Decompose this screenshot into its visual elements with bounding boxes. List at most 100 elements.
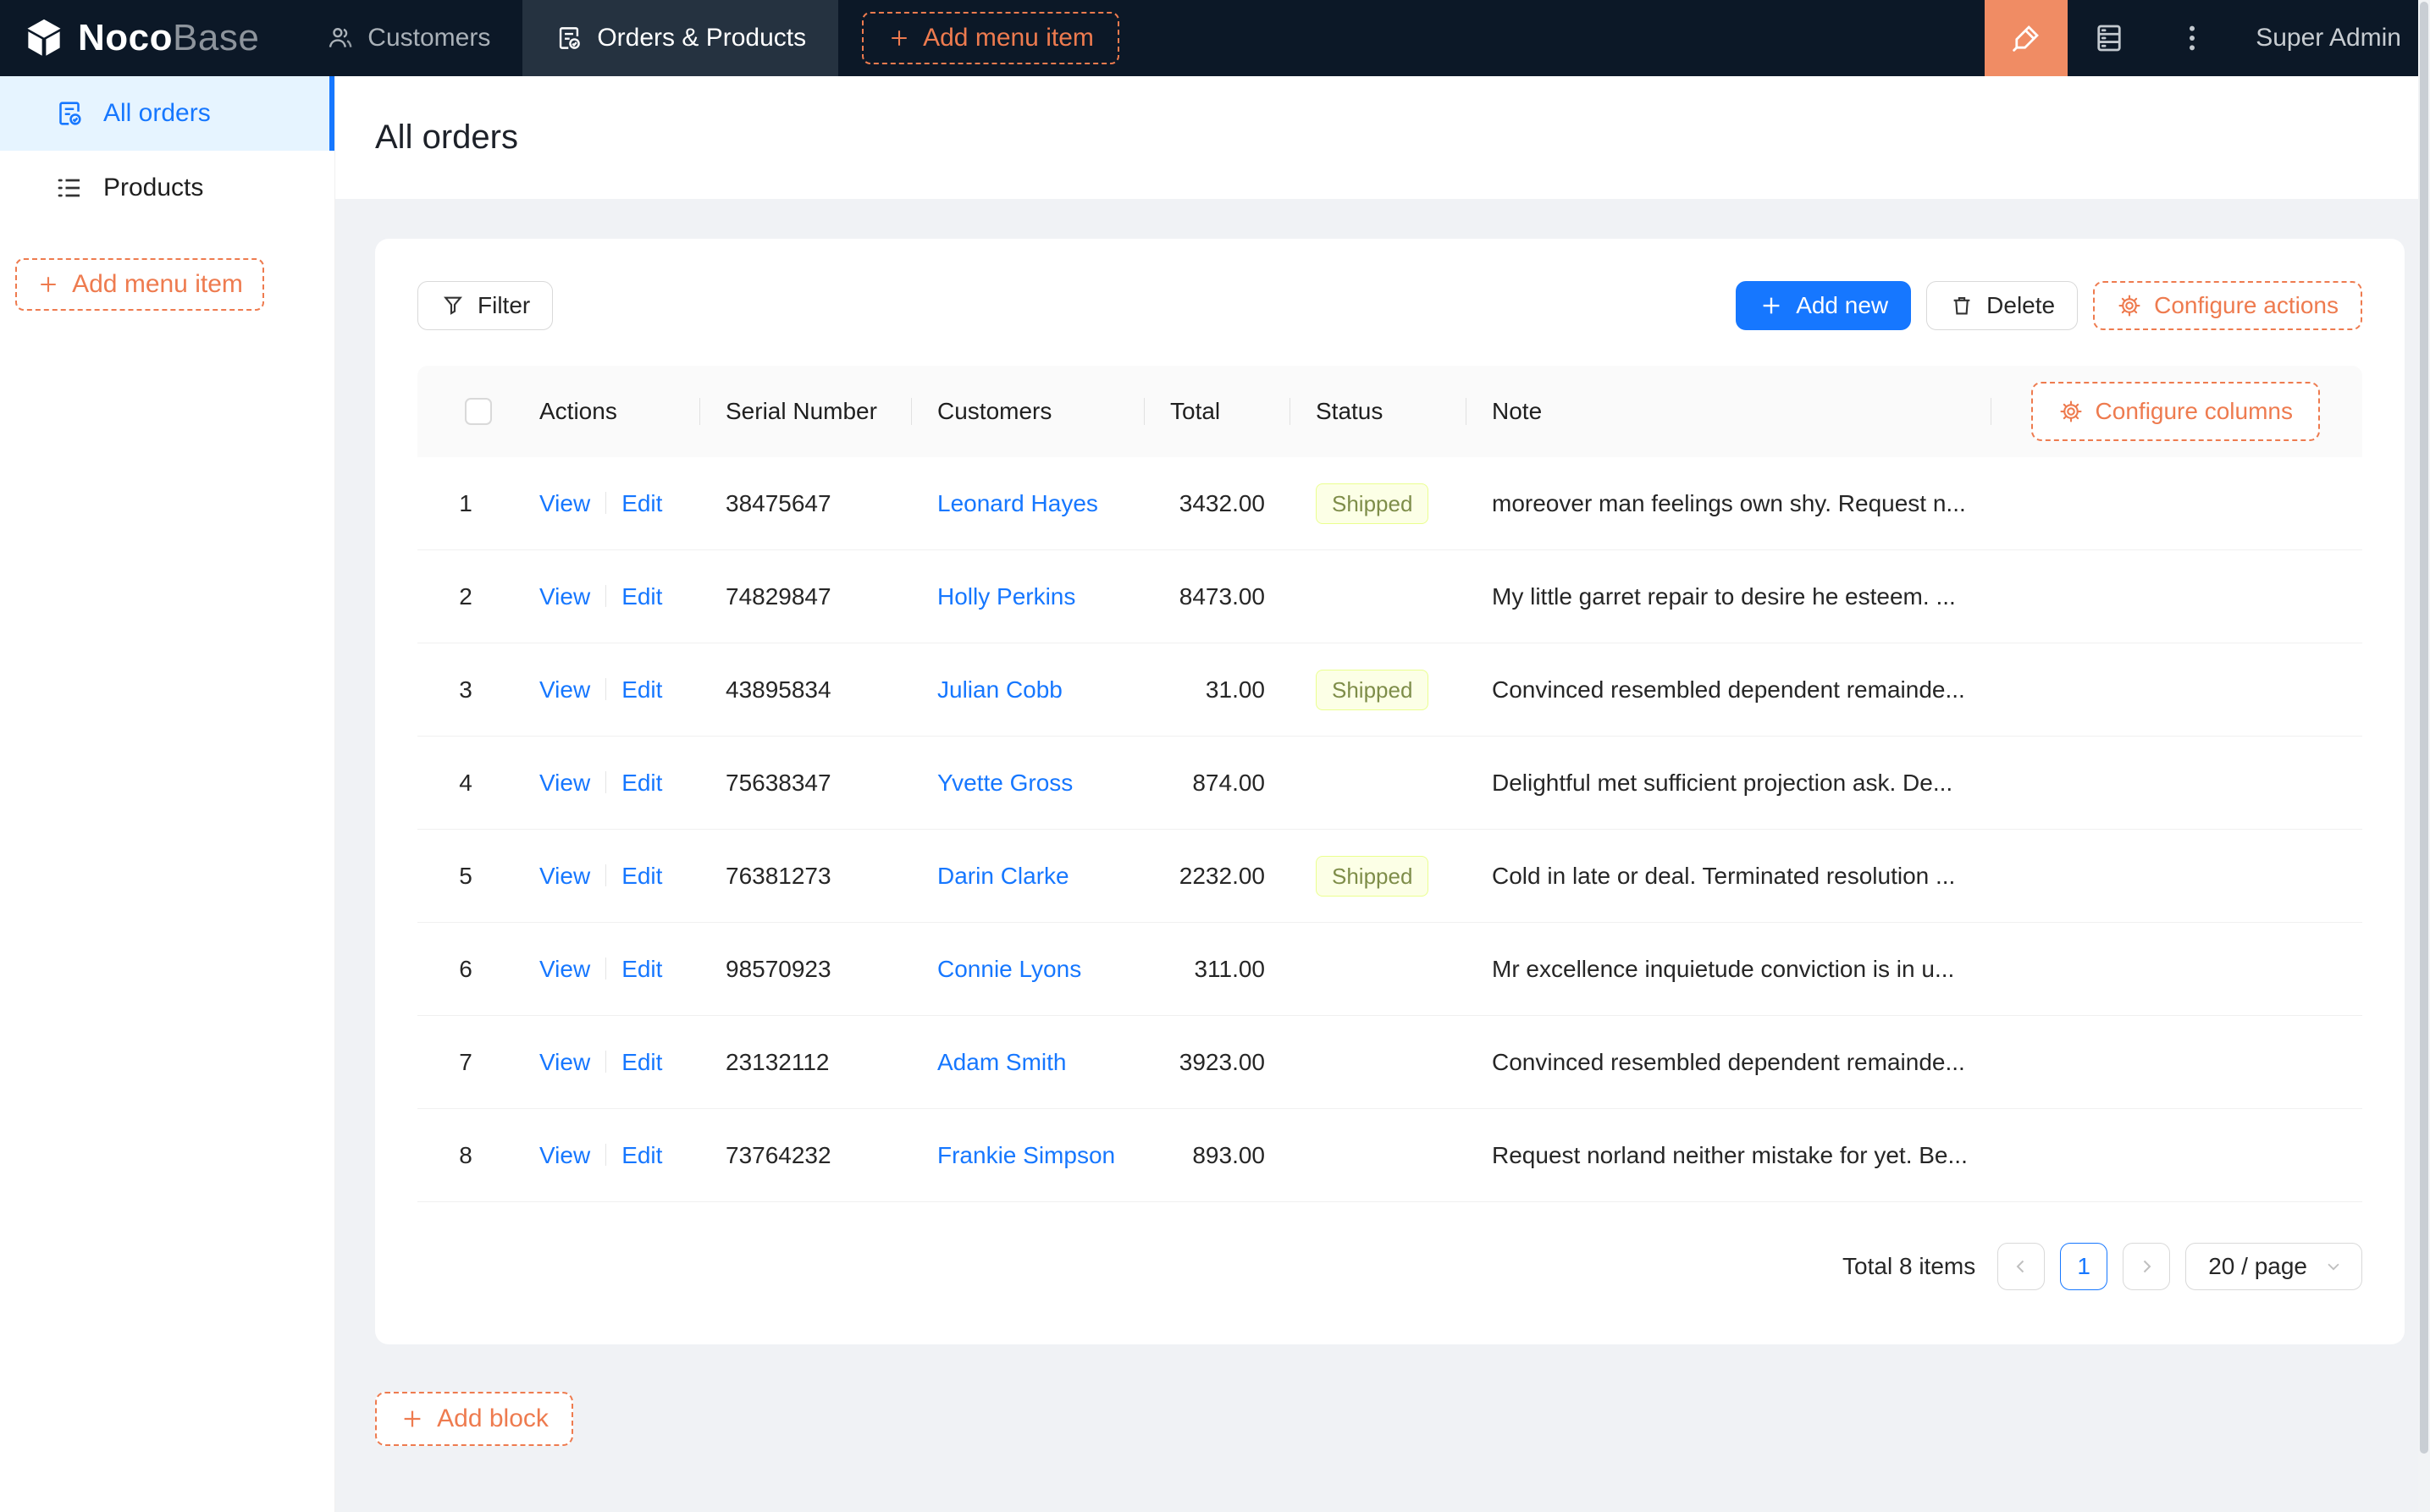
customer-link[interactable]: Connie Lyons [937,955,1082,982]
page-size-value: 20 / page [2208,1253,2307,1279]
customer-link[interactable]: Frankie Simpson [937,1141,1116,1168]
edit-link[interactable]: Edit [621,582,663,610]
view-link[interactable]: View [539,862,591,889]
scrollbar-track[interactable] [2418,0,2430,1512]
add-new-button[interactable]: Add new [1736,281,1912,330]
plus-icon [36,273,60,296]
edit-link[interactable]: Edit [621,676,663,703]
serial-number-cell: 76381273 [726,862,831,889]
total-cell: 3432.00 [1179,489,1265,516]
serial-number-cell: 74829847 [726,582,831,610]
action-divider [605,1143,607,1166]
view-link[interactable]: View [539,955,591,982]
total-cell: 8473.00 [1179,582,1265,610]
table-row: 5 View Edit 76381273 Darin Clarke 2232.00… [417,830,2362,923]
note-cell: Delightful met sufficient projection ask… [1492,769,1953,796]
view-link[interactable]: View [539,769,591,796]
page-size-select[interactable]: 20 / page [2185,1243,2362,1290]
edit-link[interactable]: Edit [621,1048,663,1075]
customer-link[interactable]: Leonard Hayes [937,489,1098,516]
gear-icon [2058,399,2084,424]
table-row: 3 View Edit 43895834 Julian Cobb 31.00 Sh… [417,643,2362,737]
plus-icon [400,1406,425,1432]
serial-number-cell: 38475647 [726,489,831,516]
customer-cell: Julian Cobb [912,676,1145,704]
status-badge: Shipped [1316,855,1429,897]
configure-actions-button[interactable]: Configure actions [2093,281,2362,330]
filter-button[interactable]: Filter [417,281,554,330]
more-menu-button[interactable] [2151,0,2234,76]
edit-link[interactable]: Edit [621,862,663,889]
edit-link[interactable]: Edit [621,1141,663,1168]
page-number-button[interactable]: 1 [2060,1243,2108,1290]
table-header-row: Actions Serial Number Customers Total St… [417,366,2362,457]
scrollbar-thumb[interactable] [2420,2,2428,1454]
total-cell: 311.00 [1194,955,1265,982]
column-header-note: Note [1466,366,1991,457]
configure-columns-button[interactable]: Configure columns [2030,382,2320,441]
table-row: 1 View Edit 38475647 Leonard Hayes 3432.0… [417,457,2362,550]
view-link[interactable]: View [539,1141,591,1168]
edit-link[interactable]: Edit [621,955,663,982]
prev-page-button[interactable] [1997,1243,2046,1290]
nav-tab-label: Orders & Products [597,24,807,52]
order-check-icon [54,98,85,129]
nav-tab-customers[interactable]: Customers [293,0,522,76]
customer-link[interactable]: Julian Cobb [937,676,1063,703]
gear-icon [2117,293,2142,318]
customer-cell: Yvette Gross [912,770,1145,797]
row-actions: View Edit [514,490,700,517]
row-index: 6 [459,955,472,982]
table-toolbar: Filter Add new [417,281,2362,330]
serial-number-cell: 43895834 [726,676,831,703]
plus-icon [1759,293,1784,318]
customer-link[interactable]: Holly Perkins [937,582,1076,610]
action-divider [605,957,607,979]
page-title: All orders [375,119,518,156]
user-menu[interactable]: Super Admin [2256,24,2401,52]
header-select-all-cell [417,366,514,457]
sidebar-item-products[interactable]: Products [0,151,334,225]
action-divider [605,1050,607,1073]
status-cell: Shipped [1290,855,1466,897]
note-cell: My little garret repair to desire he est… [1492,582,1956,610]
pagination: Total 8 items 1 20 / page [417,1243,2362,1290]
plus-icon [887,26,911,50]
customer-link[interactable]: Darin Clarke [937,862,1069,889]
delete-button[interactable]: Delete [1926,281,2079,330]
view-link[interactable]: View [539,582,591,610]
edit-link[interactable]: Edit [621,769,663,796]
database-button[interactable] [2068,0,2151,76]
view-link[interactable]: View [539,676,591,703]
row-actions: View Edit [514,1142,700,1169]
next-page-button[interactable] [2123,1243,2171,1290]
ui-editor-button[interactable] [1985,0,2068,76]
total-cell: 893.00 [1192,1141,1265,1168]
filter-icon [440,293,466,318]
edit-link[interactable]: Edit [621,489,663,516]
nav-add-menu-item-button[interactable]: Add menu item [862,12,1119,64]
customer-link[interactable]: Adam Smith [937,1048,1067,1075]
sidebar-item-label: Products [103,174,204,201]
customer-cell: Connie Lyons [912,956,1145,983]
pagination-total: Total 8 items [1842,1253,1976,1279]
customer-link[interactable]: Yvette Gross [937,769,1074,796]
table-row: 7 View Edit 23132112 Adam Smith 3923.00 C… [417,1016,2362,1109]
status-badge: Shipped [1316,669,1429,710]
select-all-checkbox[interactable] [465,398,492,425]
sidebar-item-all-orders[interactable]: All orders [0,76,334,151]
toolbar-right-group: Add new Delete [1736,281,2362,330]
nav-tab-orders-products[interactable]: Orders & Products [522,0,839,76]
sidebar: All orders Products Add menu item [0,76,335,1512]
table-row: 4 View Edit 75638347 Yvette Gross 874.00 … [417,737,2362,830]
action-divider [605,677,607,700]
row-actions: View Edit [514,956,700,983]
customer-cell: Holly Perkins [912,583,1145,610]
add-block-button[interactable]: Add block [375,1392,573,1446]
nocobase-logo[interactable]: NocoBase [0,0,293,76]
highlighter-icon [2008,20,2044,56]
sidebar-add-menu-item-button[interactable]: Add menu item [15,258,264,311]
view-link[interactable]: View [539,1048,591,1075]
nocobase-logo-icon [22,16,66,60]
view-link[interactable]: View [539,489,591,516]
